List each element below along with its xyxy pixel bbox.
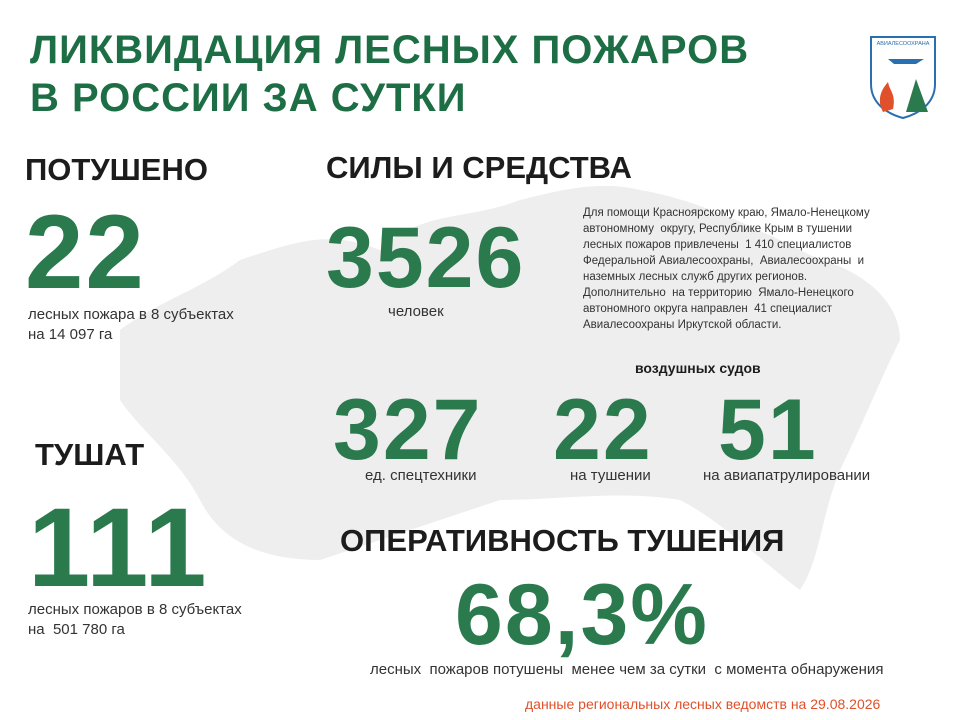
note-line: Для помощи Красноярскому краю, Ямало-Нен…: [583, 207, 870, 219]
map-shape: [120, 185, 900, 591]
section-heading: СИЛЫ И СРЕДСТВА: [326, 150, 632, 185]
note-line: Федеральной Авиалесоохраны, Авиалесоохра…: [583, 255, 865, 267]
caption: на авиапатрулировании: [703, 467, 871, 484]
caption: ед. спецтехники: [365, 467, 477, 484]
note-line: автономного округа направлен 41 специали…: [583, 303, 833, 315]
logo-plane: [888, 59, 924, 64]
footer: данные региональных лесных ведомств на 2…: [525, 696, 881, 712]
big-number: 327: [333, 382, 483, 478]
big-number: 51: [718, 382, 818, 478]
note-line: лесных пожаров привлечены 1 410 специали…: [583, 239, 852, 251]
big-number: 68,3%: [455, 567, 709, 663]
caption: на 14 097 га: [28, 326, 113, 343]
group-heading: воздушных судов: [635, 360, 761, 376]
big-number: 3526: [326, 210, 526, 306]
section-heading: ПОТУШЕНО: [25, 152, 208, 187]
big-number: 22: [553, 382, 653, 478]
big-number: 22: [25, 194, 146, 311]
caption: на 501 780 га: [28, 621, 125, 638]
caption: лесных пожаров в 8 субъектах: [28, 601, 242, 618]
big-number: 111: [28, 485, 209, 610]
note-line: автономному округу, Республике Крым в ту…: [583, 223, 853, 235]
logo-text: АВИАЛЕСООХРАНА: [877, 41, 930, 47]
logo: АВИАЛЕСООХРАНА: [870, 36, 936, 120]
note-line: Дополнительно на территорию Ямало-Ненецк…: [583, 287, 854, 299]
note-line: Авиалесоохраны Иркутской области.: [583, 319, 782, 331]
caption: человек: [388, 303, 444, 320]
note: Для помощи Красноярскому краю, Ямало-Нен…: [583, 205, 870, 333]
caption: лесных пожара в 8 субъектах: [28, 306, 234, 323]
section-heading: ТУШАТ: [35, 437, 145, 472]
caption: лесных пожаров потушены менее чем за сут…: [370, 661, 884, 678]
title-line: ЛИКВИДАЦИЯ ЛЕСНЫХ ПОЖАРОВ: [30, 28, 750, 72]
logo-tree: [906, 79, 928, 112]
note-line: наземных лесных служб других регионов.: [583, 271, 808, 283]
logo-flame: [879, 82, 894, 112]
caption: на тушении: [570, 467, 651, 484]
section-heading: ОПЕРАТИВНОСТЬ ТУШЕНИЯ: [340, 523, 785, 558]
title-line: В РОССИИ ЗА СУТКИ: [30, 76, 467, 120]
